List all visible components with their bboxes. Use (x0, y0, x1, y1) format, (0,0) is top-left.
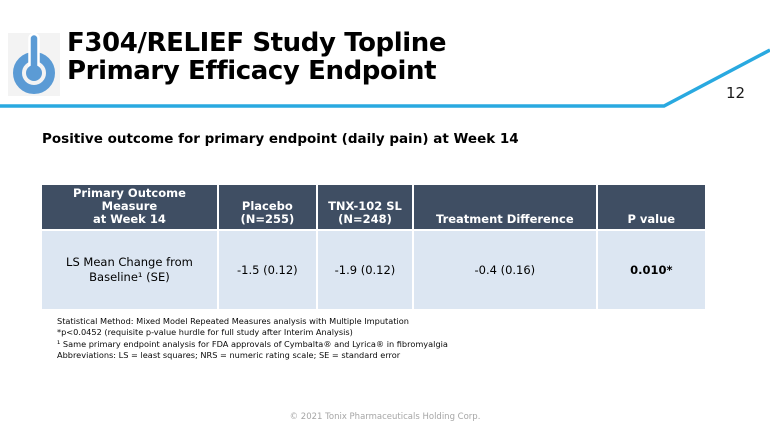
header-p-value: P value (597, 185, 705, 229)
header-placebo: Placebo (N=255) (218, 185, 316, 229)
cell-placebo-value: -1.5 (0.12) (218, 231, 316, 309)
header-treatment-difference: Treatment Difference (414, 185, 596, 229)
footnote-p-value-hurdle: *p<0.0452 (requisite p-value hurdle for … (57, 327, 353, 338)
slide-title-line1: F304/RELIEF Study Topline (67, 28, 447, 58)
key-message-subtitle: Positive outcome for primary endpoint (d… (42, 131, 519, 147)
footnote-abbreviations: Abbreviations: LS = least squares; NRS =… (57, 350, 401, 361)
power-button-icon (8, 32, 60, 96)
footnote-fda-approvals: ¹ Same primary endpoint analysis for FDA… (57, 338, 448, 349)
table-row: LS Mean Change from Baseline¹ (SE) -1.5 … (42, 231, 705, 309)
header-primary-outcome-measure: Primary Outcome Measure at Week 14 (42, 185, 217, 229)
copyright-footer: © 2021 Tonix Pharmaceuticals Holding Cor… (289, 412, 481, 422)
page-number: 12 (726, 84, 746, 102)
header-tnx102sl: TNX-102 SL (N=248) (317, 185, 413, 229)
company-logo (8, 32, 60, 96)
cell-p-value: 0.010* (597, 231, 705, 309)
primary-endpoint-results-table: Primary Outcome Measure at Week 14 Place… (40, 183, 707, 311)
footnotes-block: Statistical Method: Mixed Model Repeated… (57, 316, 448, 362)
footnote-statistical-method: Statistical Method: Mixed Model Repeated… (57, 316, 409, 326)
table-header-row: Primary Outcome Measure at Week 14 Place… (42, 185, 705, 229)
cell-tnx102sl-value: -1.9 (0.12) (317, 231, 413, 309)
cell-measure: LS Mean Change from Baseline¹ (SE) (42, 231, 217, 309)
cell-treatment-difference-value: -0.4 (0.16) (414, 231, 596, 309)
slide-title-line2: Primary Efficacy Endpoint (67, 56, 437, 86)
slide-title: F304/RELIEF Study Topline Primary Effica… (67, 28, 447, 86)
